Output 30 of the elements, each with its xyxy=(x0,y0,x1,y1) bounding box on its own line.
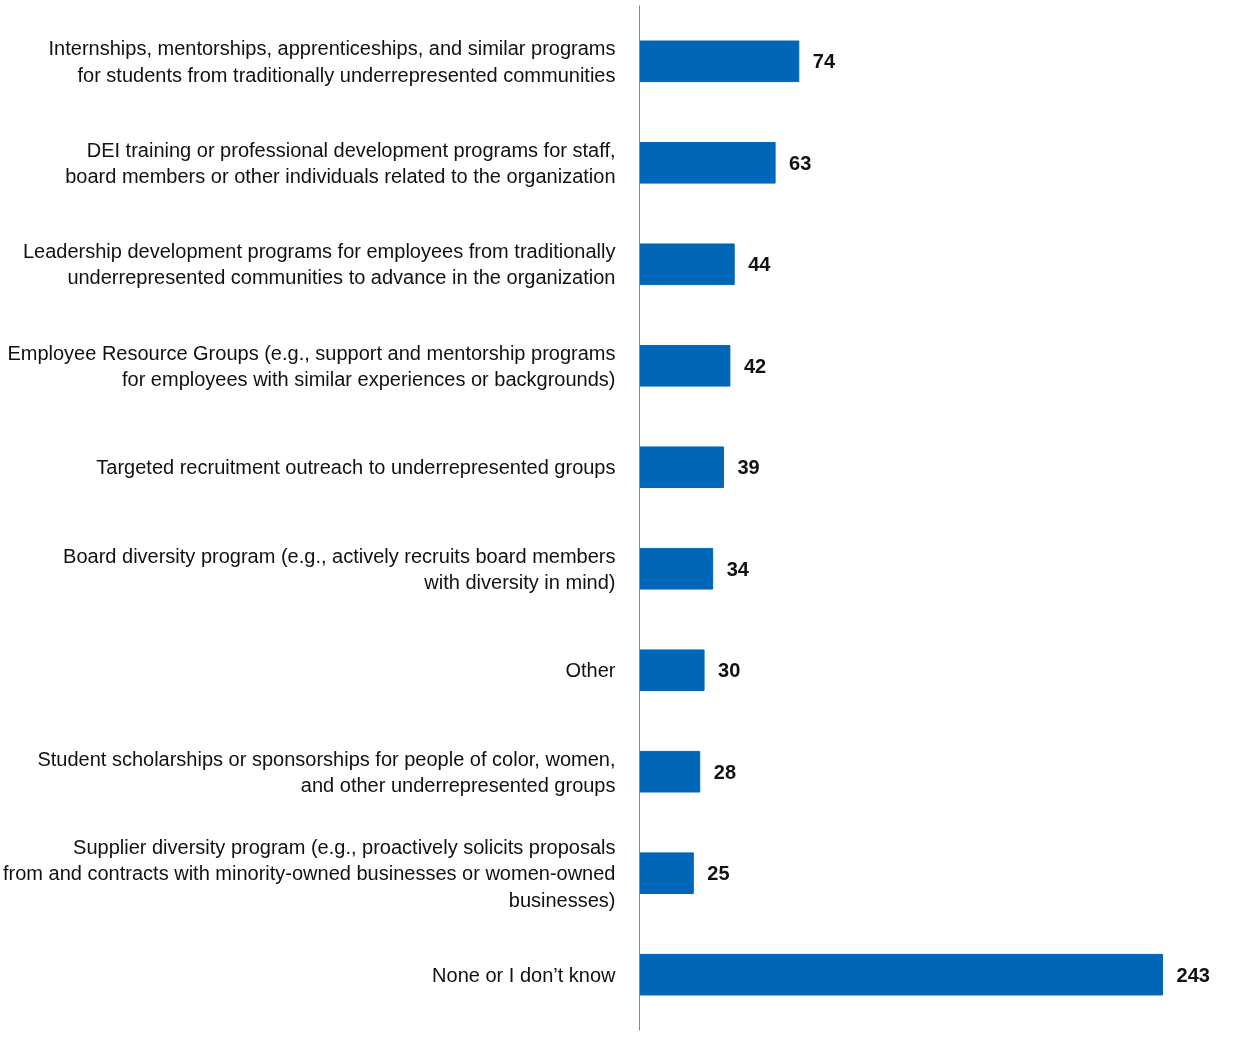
data-label: 63 xyxy=(789,151,812,174)
y-tick-label: Board diversity program (e.g., actively recruits board members with diversity in mind) xyxy=(63,544,616,593)
y-tick-label: Leadership development programs for employees from traditionally underrepresented communities to advance in the organization xyxy=(22,240,616,289)
bar xyxy=(639,40,800,83)
y-tick-label: Employee Resource Groups (e.g., support and mentorship programs for employees with similar experiences or backgrounds) xyxy=(7,341,616,390)
data-label: 243 xyxy=(1176,963,1210,986)
y-tick-label: Targeted recruitment outreach to underrepresented groups xyxy=(96,456,616,479)
data-label: 30 xyxy=(718,659,741,682)
data-label: 74 xyxy=(812,50,836,73)
bar xyxy=(639,142,776,184)
bar xyxy=(639,649,705,692)
bar xyxy=(639,750,701,793)
data-label: 34 xyxy=(726,557,750,580)
y-tick-label: None or I don’t know xyxy=(432,963,617,986)
bar xyxy=(639,344,731,387)
bar xyxy=(639,852,694,894)
bar xyxy=(639,446,724,489)
data-label: 44 xyxy=(748,253,772,276)
y-tick-label: Supplier diversity program (e.g., proactively solicits proposals from and contracts with minority-owned businesses or women-owned businesses) xyxy=(3,835,616,911)
y-tick-label: Internships, mentorships, apprenticeships, and similar programs for students from traditionally underrepresented communities xyxy=(48,37,616,86)
data-label: 42 xyxy=(743,354,767,377)
bar xyxy=(639,243,735,286)
bar xyxy=(639,953,1164,996)
y-tick-label: DEI training or professional development programs for staff, board members or other individuals related to the organization xyxy=(65,138,616,187)
bar xyxy=(639,547,714,590)
y-tick-label: Student scholarships or sponsorships for people of color, women, and other underrepresented groups xyxy=(37,747,616,796)
y-tick-label: Other xyxy=(565,659,616,682)
data-label: 28 xyxy=(713,760,737,783)
data-label: 39 xyxy=(737,456,760,479)
data-label: 25 xyxy=(707,862,730,885)
